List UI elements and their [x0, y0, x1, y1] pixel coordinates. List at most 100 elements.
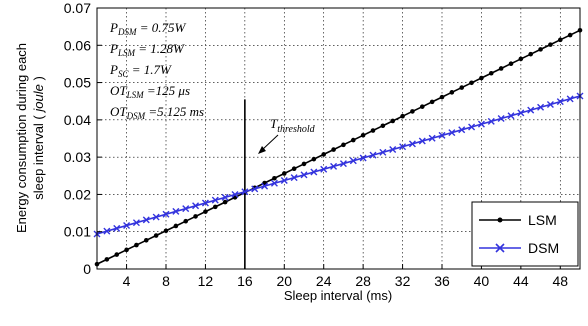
- data-point-lsm: [439, 94, 445, 100]
- legend-label-lsm: LSM: [528, 212, 557, 228]
- data-point-lsm: [212, 204, 218, 210]
- y-axis-title-line2: sleep interval ( joule ): [31, 76, 46, 200]
- data-point-dsm: [270, 179, 278, 187]
- data-point-lsm: [104, 257, 110, 262]
- data-point-lsm: [114, 252, 120, 257]
- data-point-lsm: [291, 166, 297, 172]
- x-tick-label: 28: [355, 273, 371, 289]
- data-point-lsm: [459, 85, 465, 90]
- data-point-lsm: [400, 113, 405, 119]
- data-point-lsm: [528, 51, 534, 57]
- data-point-dsm: [497, 115, 505, 123]
- data-point-dsm: [221, 193, 229, 201]
- data-point-dsm: [389, 146, 397, 153]
- data-point-dsm: [339, 160, 347, 168]
- data-point-dsm: [320, 165, 328, 173]
- data-point-lsm: [134, 242, 139, 248]
- data-point-lsm: [153, 233, 159, 238]
- threshold-annotation: Tthreshold: [258, 116, 316, 154]
- data-point-dsm: [310, 168, 318, 176]
- parameter-label: PLSM = 1.28W: [109, 41, 185, 58]
- data-point-lsm: [350, 137, 356, 143]
- data-point-dsm: [428, 134, 436, 142]
- data-point-dsm: [231, 191, 239, 199]
- data-point-dsm: [142, 216, 150, 224]
- data-point-dsm: [566, 95, 574, 103]
- x-tick-label: 32: [395, 273, 411, 289]
- data-point-lsm: [301, 161, 307, 167]
- data-point-dsm: [487, 117, 495, 125]
- data-point-lsm: [498, 66, 504, 71]
- x-axis-title: Sleep interval (ms): [284, 288, 392, 303]
- data-point-dsm: [556, 98, 564, 106]
- data-point-dsm: [438, 131, 446, 139]
- x-tick-label: 24: [316, 273, 332, 289]
- parameter-label: OTDSM =5.125 ms: [110, 104, 204, 121]
- data-point-lsm: [124, 247, 129, 253]
- data-point-dsm: [537, 103, 545, 111]
- x-tick-label: 16: [237, 273, 253, 289]
- data-point-lsm: [508, 61, 514, 67]
- parameter-label: PSC = 1.7W: [109, 62, 172, 79]
- data-point-dsm: [132, 219, 140, 227]
- data-point-dsm: [123, 222, 131, 230]
- data-point-lsm: [518, 56, 524, 62]
- data-point-dsm: [113, 224, 121, 232]
- data-point-dsm: [517, 109, 525, 117]
- data-point-dsm: [241, 188, 249, 196]
- x-tick-label: 8: [162, 273, 170, 289]
- y-tick-label: 0.02: [64, 186, 91, 202]
- data-point-lsm: [222, 199, 228, 205]
- data-point-lsm: [548, 42, 553, 47]
- data-point-lsm: [331, 147, 336, 152]
- legend-label-dsm: DSM: [528, 240, 559, 256]
- data-point-lsm: [469, 80, 474, 86]
- data-point-lsm: [370, 128, 376, 133]
- threshold-arrow-shaft: [261, 134, 279, 151]
- data-point-dsm: [527, 106, 535, 114]
- legend-box: [471, 201, 579, 267]
- data-point-lsm: [360, 132, 366, 138]
- y-axis-title: Energy consumption during each sleep int…: [14, 43, 46, 233]
- data-point-dsm: [152, 213, 160, 221]
- data-point-dsm: [290, 174, 298, 182]
- x-tick-label: 20: [276, 273, 292, 289]
- x-tick-label: 4: [123, 273, 131, 289]
- data-point-dsm: [477, 120, 485, 128]
- data-point-dsm: [418, 137, 426, 145]
- data-point-dsm: [379, 148, 387, 156]
- data-point-dsm: [201, 199, 209, 207]
- y-tick-label: 0.01: [64, 224, 91, 240]
- x-tick-label: 36: [434, 273, 450, 289]
- x-tick-label: 48: [552, 273, 568, 289]
- data-point-dsm: [172, 207, 180, 215]
- data-point-dsm: [546, 100, 554, 108]
- legend-marker-dsm: [495, 243, 505, 253]
- data-point-dsm: [261, 182, 269, 190]
- data-point-dsm: [359, 154, 367, 162]
- data-point-lsm: [390, 118, 396, 124]
- data-point-lsm: [203, 209, 208, 214]
- y-axis-title-line1: Energy consumption during each: [14, 43, 29, 233]
- series-dsm: [93, 92, 584, 238]
- legend-marker-lsm: [497, 217, 503, 223]
- x-tick-label: 40: [474, 273, 490, 289]
- series-line-dsm: [96, 95, 581, 235]
- y-tick-label: 0.07: [64, 0, 91, 16]
- data-point-dsm: [349, 157, 357, 165]
- data-point-dsm: [330, 162, 338, 170]
- data-point-dsm: [192, 202, 200, 210]
- data-point-lsm: [173, 223, 179, 229]
- data-point-lsm: [272, 175, 277, 181]
- parameter-label: OTLSM =125 μs: [110, 83, 190, 100]
- data-point-lsm: [538, 47, 543, 52]
- x-tick-label: 44: [513, 273, 529, 289]
- data-point-lsm: [567, 32, 573, 38]
- x-tick-label: 12: [198, 273, 214, 289]
- data-point-lsm: [281, 171, 287, 176]
- parameter-label: PDSM = 0.75W: [109, 20, 186, 37]
- data-point-lsm: [410, 109, 415, 114]
- data-point-lsm: [557, 37, 563, 43]
- data-point-lsm: [193, 214, 198, 219]
- plot-frame: [96, 7, 581, 270]
